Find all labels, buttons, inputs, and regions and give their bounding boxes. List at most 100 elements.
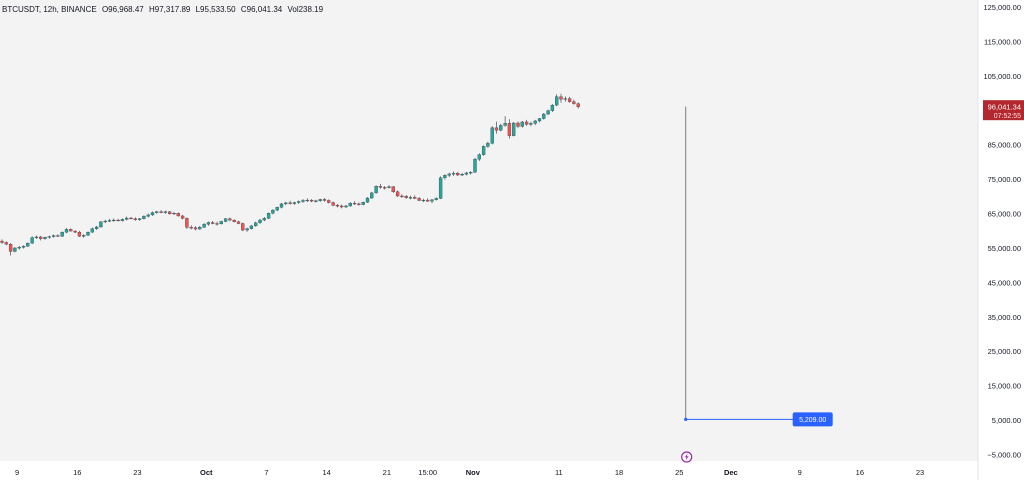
- candle-body: [116, 219, 120, 222]
- candle-body: [327, 200, 331, 203]
- candle-body: [69, 229, 73, 232]
- candle: [297, 200, 301, 204]
- candle: [494, 121, 499, 134]
- candle-body: [499, 125, 503, 131]
- candle: [284, 201, 288, 206]
- candle-body: [550, 104, 555, 111]
- candle: [413, 195, 417, 200]
- candle-body: [460, 174, 464, 176]
- candle: [271, 209, 275, 215]
- candle: [73, 230, 77, 234]
- candle: [258, 218, 262, 224]
- candle-body: [0, 240, 4, 243]
- candle: [559, 93, 563, 103]
- price-tick-label: 35,000.00: [988, 313, 1021, 322]
- candle: [228, 217, 232, 222]
- candle: [163, 210, 168, 214]
- candle: [82, 234, 86, 238]
- candle: [365, 197, 370, 203]
- candle-body: [120, 219, 125, 221]
- candle-body: [524, 121, 529, 125]
- candle-body: [443, 175, 447, 178]
- candle: [94, 225, 99, 231]
- candle: [314, 199, 318, 203]
- candle-body: [262, 218, 266, 221]
- price-tick-label: 75,000.00: [988, 175, 1021, 184]
- candle-body: [284, 202, 288, 205]
- time-tick-label: 14: [322, 468, 330, 477]
- candle: [370, 191, 374, 199]
- candle: [288, 200, 292, 205]
- candle-body: [34, 236, 39, 238]
- candle-body: [202, 224, 206, 228]
- candle: [137, 218, 142, 221]
- candle-body: [391, 186, 395, 193]
- time-tick-label: 18: [615, 468, 623, 477]
- measure-value-box[interactable]: [792, 412, 833, 427]
- candle: [34, 235, 39, 240]
- candle-body: [56, 235, 60, 237]
- candle-body: [430, 199, 434, 202]
- candle: [430, 199, 434, 204]
- candle: [404, 194, 408, 199]
- candle: [107, 218, 112, 223]
- candle: [524, 119, 529, 126]
- candle: [520, 120, 524, 128]
- time-tick-label: 16: [73, 468, 81, 477]
- measure-tool[interactable]: 5,209.00: [684, 106, 833, 427]
- time-tick-label: 7: [264, 468, 268, 477]
- candle: [473, 157, 477, 173]
- symbol-info[interactable]: BTCUSDT, 12h, BINANCE: [2, 5, 97, 14]
- candle: [99, 221, 103, 228]
- price-axis: −5,000.00 5,000.00 15,000.00 25,000.00 35,00…: [983, 3, 1021, 460]
- candle-body: [223, 218, 228, 222]
- candle-body: [26, 242, 30, 247]
- candle-body: [374, 186, 378, 194]
- candle-body: [357, 203, 361, 205]
- candle: [383, 186, 387, 190]
- candle-body: [555, 96, 559, 106]
- time-tick-label: 23: [133, 468, 141, 477]
- candle-body: [189, 227, 193, 229]
- candle-body: [292, 202, 297, 204]
- candle: [90, 227, 94, 233]
- candle: [77, 230, 82, 237]
- candle-body: [447, 173, 451, 176]
- candle: [301, 199, 305, 203]
- candle-body: [241, 223, 245, 231]
- candle: [567, 96, 572, 103]
- candle: [198, 225, 202, 230]
- measure-anchor-point[interactable]: [684, 417, 688, 421]
- candle-body: [404, 196, 408, 198]
- lightning-marker[interactable]: [681, 451, 693, 463]
- symbol-legend: BTCUSDT, 12h, BINANCE O96,968.47 H97,317…: [2, 5, 323, 14]
- candle: [176, 212, 180, 217]
- candle-body: [297, 201, 301, 203]
- price-tick-label: 65,000.00: [988, 210, 1021, 219]
- candle-body: [86, 231, 90, 236]
- candle: [206, 221, 211, 226]
- candle: [447, 172, 451, 178]
- candle-body: [60, 231, 64, 237]
- candle-body: [39, 236, 43, 239]
- open-value: O96,968.47: [101, 5, 144, 14]
- price-tick-label: 55,000.00: [988, 244, 1021, 253]
- candle: [378, 183, 383, 189]
- candle: [469, 171, 473, 175]
- candle-body: [494, 127, 499, 131]
- candle-body: [533, 120, 537, 124]
- candle-body: [456, 173, 460, 176]
- candle-body: [512, 122, 516, 136]
- candle-body: [348, 203, 352, 207]
- time-scale-background[interactable]: [0, 461, 978, 480]
- candlestick-series: [0, 93, 580, 256]
- candle-body: [47, 236, 51, 238]
- candle: [490, 126, 494, 145]
- candle: [309, 199, 314, 203]
- candle: [335, 203, 340, 208]
- time-tick-label: 16: [856, 468, 864, 477]
- candle-body: [417, 198, 421, 201]
- price-scale-background[interactable]: [978, 0, 1024, 480]
- candle-body: [413, 197, 417, 199]
